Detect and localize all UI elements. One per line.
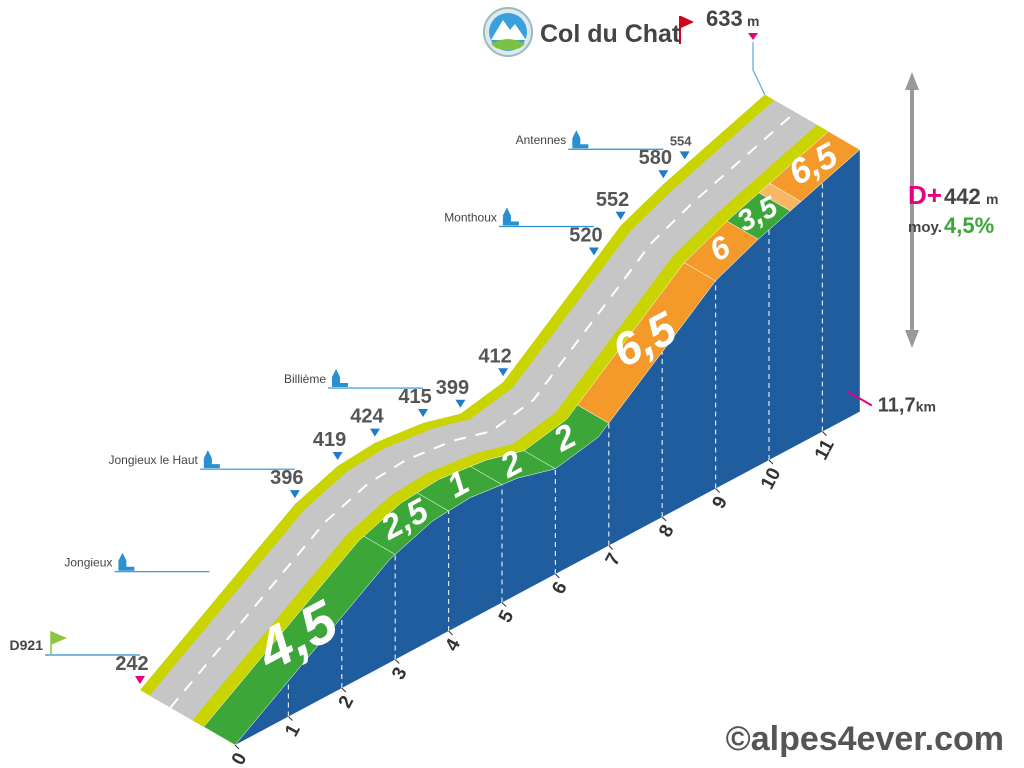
altitude-label: 552 [596, 189, 629, 211]
road [149, 100, 817, 721]
altitude-label: 580 [639, 147, 672, 169]
church-icon [203, 450, 220, 469]
x-tick-label: 10 [757, 464, 785, 493]
altitude-marker [498, 368, 509, 377]
altitude-label: 399 [436, 377, 469, 399]
x-tick [715, 488, 720, 493]
altitude-marker [135, 676, 145, 684]
x-tick [448, 630, 453, 636]
place-label: Jongieux [64, 556, 112, 570]
x-tick [608, 545, 614, 550]
place-label: Antennes [516, 133, 567, 147]
altitude-marker [455, 399, 466, 408]
altitude-label: 419 [313, 429, 346, 451]
x-tick [661, 516, 667, 522]
place-label: Monthoux [444, 210, 497, 224]
x-tick-label: 1 [281, 721, 305, 741]
church-icon [572, 130, 589, 149]
x-tick-label: 7 [602, 550, 626, 569]
height-arrow [905, 72, 919, 348]
gain-prefix: D+ [908, 180, 942, 210]
x-tick-label: 8 [655, 521, 679, 540]
summit-marker [748, 33, 758, 40]
summit-unit: m [747, 13, 759, 29]
x-tick [555, 573, 560, 579]
x-tick-label: 9 [709, 493, 733, 512]
altitude-label: 424 [350, 406, 384, 428]
front-face [235, 149, 860, 746]
distance-pointer [847, 390, 873, 407]
place-label: Jongieux le Haut [108, 453, 198, 467]
x-tick-label: 5 [495, 607, 519, 627]
title-icon [483, 7, 533, 57]
altitude-label: 554 [670, 133, 692, 148]
title: Col du Chat [540, 20, 681, 48]
altitude-marker [658, 170, 669, 179]
x-tick [288, 716, 293, 721]
altitude-label: 415 [398, 386, 431, 408]
distance-label: 11,7 [878, 395, 916, 417]
gradient-segment [769, 131, 861, 202]
altitude-marker [369, 428, 380, 437]
gain-unit: m [986, 191, 998, 207]
altitude-marker [615, 211, 626, 220]
church-icon [502, 207, 519, 226]
summit-flag [679, 16, 694, 44]
x-tick [768, 459, 774, 465]
distance-unit: km [916, 399, 936, 415]
altitude-marker [588, 247, 599, 256]
x-tick-label: 4 [442, 635, 466, 655]
altitude-label: 396 [270, 467, 303, 489]
altitude-marker [289, 490, 300, 499]
altitude-marker [332, 451, 343, 460]
place-label: Billième [284, 372, 326, 386]
x-tick [822, 431, 827, 436]
x-tick-label: 11 [811, 436, 839, 464]
summit-altitude: 633 [706, 6, 743, 31]
x-tick [341, 687, 347, 693]
church-icon [332, 369, 349, 388]
x-tick-label: 2 [335, 692, 359, 711]
x-tick [234, 744, 240, 750]
road-layer [140, 94, 829, 727]
altitude-label: 242 [115, 653, 148, 675]
x-tick-label: 6 [548, 578, 572, 597]
start-flag [50, 630, 67, 654]
gain-value: 442 [944, 184, 981, 209]
strip-layer [203, 131, 861, 746]
church-icon [118, 552, 135, 571]
x-tick [501, 602, 507, 607]
place-label: D921 [10, 637, 44, 653]
credit: ©alpes4ever.com [726, 720, 1004, 758]
average-value: 4,5% [944, 213, 994, 238]
altitude-marker [679, 151, 690, 160]
altitude-label: 520 [569, 224, 602, 246]
x-tick-label: 3 [388, 664, 412, 683]
face-layer [235, 149, 860, 746]
x-tick-label: 0 [228, 749, 252, 768]
average-prefix: moy. [908, 219, 942, 236]
altitude-marker [418, 409, 429, 418]
altitude-label: 412 [478, 345, 511, 367]
x-tick [394, 659, 400, 664]
summit-line [752, 42, 766, 95]
